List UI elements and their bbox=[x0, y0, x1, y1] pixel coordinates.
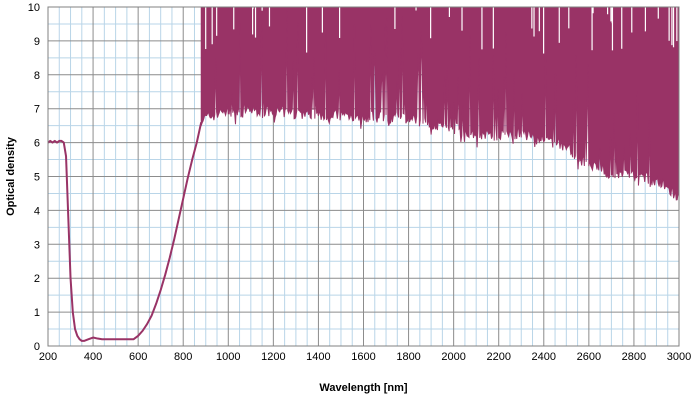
y-tick-label: 1 bbox=[34, 307, 40, 319]
x-tick-label: 1400 bbox=[306, 351, 330, 363]
x-tick-label: 3000 bbox=[667, 351, 691, 363]
series-line-smooth bbox=[47, 122, 203, 342]
y-axis-title: Optical density bbox=[5, 136, 17, 216]
x-tick-label: 400 bbox=[84, 351, 102, 363]
y-tick-label: 5 bbox=[34, 172, 40, 184]
x-tick-label: 2400 bbox=[532, 351, 556, 363]
y-tick-label: 7 bbox=[34, 104, 40, 116]
x-axis-title: Wavelength [nm] bbox=[319, 382, 408, 394]
x-tick-label: 800 bbox=[174, 351, 192, 363]
x-tick-label: 600 bbox=[129, 351, 147, 363]
y-tick-labels: 0 1 2 3 4 5 6 7 8 9 10 bbox=[28, 2, 40, 353]
y-tick-label: 4 bbox=[34, 205, 40, 217]
x-tick-label: 1000 bbox=[216, 351, 240, 363]
y-tick-label: 10 bbox=[28, 2, 40, 14]
plot-area-border bbox=[47, 6, 680, 347]
x-tick-label: 2600 bbox=[577, 351, 601, 363]
y-tick-label: 0 bbox=[34, 341, 40, 353]
x-tick-label: 1600 bbox=[351, 351, 375, 363]
x-tick-label: 200 bbox=[39, 351, 57, 363]
y-tick-label: 6 bbox=[34, 138, 40, 150]
y-tick-label: 3 bbox=[34, 239, 40, 251]
y-tick-label: 2 bbox=[34, 273, 40, 285]
series-group bbox=[47, 6, 680, 342]
x-tick-labels: 200 400 600 800 1000 1200 1400 1600 1800 2000 2200… bbox=[39, 351, 691, 363]
y-tick-label: 8 bbox=[34, 70, 40, 82]
x-tick-label: 2000 bbox=[441, 351, 465, 363]
x-tick-label: 2800 bbox=[622, 351, 646, 363]
x-tick-label: 2200 bbox=[486, 351, 510, 363]
x-tick-label: 1200 bbox=[261, 351, 285, 363]
series-noisy-region bbox=[200, 6, 680, 201]
y-tick-label: 9 bbox=[34, 36, 40, 48]
x-tick-label: 1800 bbox=[396, 351, 420, 363]
